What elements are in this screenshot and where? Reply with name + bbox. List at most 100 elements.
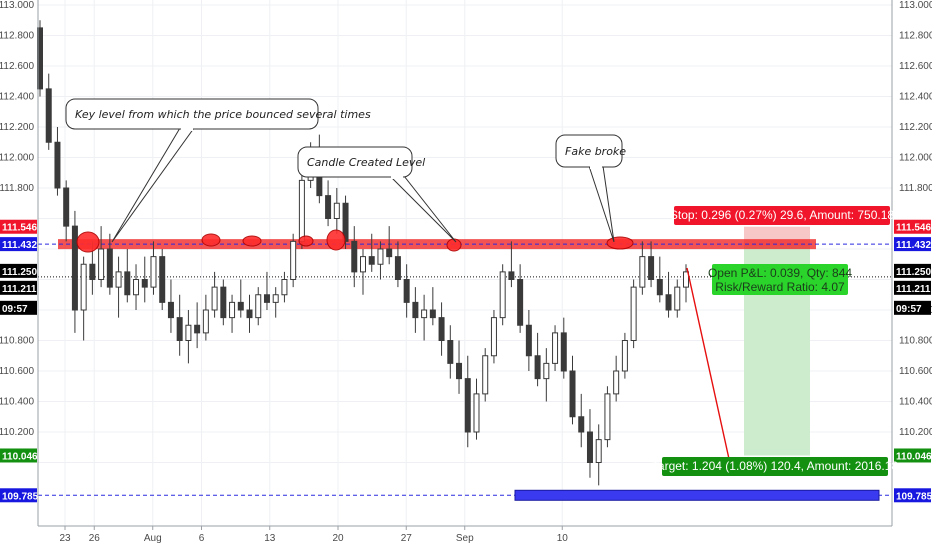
candle — [194, 302, 201, 349]
candle-body — [386, 248, 393, 258]
x-tick-label: 20 — [332, 533, 344, 544]
fake-broke-callout-seam — [590, 165, 602, 169]
y-tick-right: 112.600 — [899, 61, 932, 72]
candle-body — [211, 286, 218, 311]
key-level-price-tag-left-text: 111.432 — [2, 240, 37, 251]
support-price-tag-left: 109.785 — [0, 488, 39, 503]
candle-body — [342, 202, 349, 242]
y-tick-right: 112.400 — [899, 92, 932, 103]
candle — [246, 294, 253, 333]
countdown-tag-left: 09:57 — [0, 300, 37, 315]
candle-body — [255, 294, 262, 319]
target-price-tag-left-text: 110.046 — [2, 451, 38, 462]
candle — [648, 241, 655, 288]
candle-body — [621, 340, 628, 372]
candle — [490, 310, 497, 364]
candle-body — [360, 256, 366, 273]
candle-body — [665, 294, 672, 311]
target-info-box: Target: 1.204 (1.08%) 120.4, Amount: 201… — [652, 457, 898, 476]
candle-body — [80, 263, 87, 311]
target-info-box-bg — [662, 457, 888, 476]
candle-body — [499, 271, 506, 319]
current-price-tag-left-bg — [0, 280, 37, 295]
pnl-info-box-line: Open P&L: 0.039, Qty: 844 — [708, 266, 852, 280]
candle-body — [237, 301, 244, 311]
y-tick-right: 113.000 — [899, 0, 932, 11]
candle — [534, 332, 541, 387]
candle — [185, 310, 192, 364]
candle-body — [202, 309, 209, 334]
candle — [674, 279, 681, 318]
bounce-marker — [242, 235, 262, 247]
candle-body — [438, 317, 445, 341]
candle-body — [263, 294, 270, 303]
candle-body — [517, 279, 524, 326]
bounce-marker — [76, 231, 100, 253]
candle-body — [141, 279, 148, 288]
candle-body — [333, 202, 340, 219]
countdown-tag-left-bg — [0, 300, 37, 315]
y-tick-right: 110.200 — [899, 427, 932, 438]
candle — [211, 271, 218, 318]
bounce-marker — [326, 229, 346, 251]
target-price-tag-right-text: 110.046 — [896, 451, 932, 462]
candle — [220, 279, 227, 326]
candle — [98, 226, 105, 288]
candle-level-callout-seam — [391, 175, 403, 179]
stop-price-tag-left-text: 111.546 — [2, 223, 37, 234]
target-info-box-line: Target: 1.204 (1.08%) 120.4, Amount: 201… — [652, 459, 898, 473]
candle-body — [71, 225, 78, 311]
y-tick-left: 110.600 — [0, 366, 34, 377]
candle — [325, 180, 332, 227]
candle-body — [150, 256, 157, 288]
candle-body — [604, 393, 611, 441]
candle — [63, 180, 70, 242]
candle — [456, 340, 463, 394]
key-level-callout: Key level from which the price bounced s… — [65, 98, 371, 243]
candle-body — [115, 271, 122, 288]
candle-body — [351, 240, 358, 273]
last-price-tag-right: 111.250 — [894, 263, 931, 278]
candle — [54, 127, 61, 196]
bounce-marker — [201, 233, 221, 247]
candle-body — [613, 370, 620, 395]
x-tick-label: Aug — [144, 533, 162, 544]
support-price-tag-right: 109.785 — [894, 488, 932, 503]
countdown-tag-right-text: 09:57 — [896, 304, 922, 315]
stop-info-box: Stop: 0.296 (0.27%) 29.6, Amount: 750.18 — [670, 206, 894, 225]
candle — [351, 226, 358, 288]
candle-body — [54, 141, 61, 189]
candle — [604, 386, 611, 448]
candle — [333, 188, 340, 234]
candle-body — [429, 309, 436, 319]
last-price-tag-left-text: 111.250 — [2, 267, 37, 278]
x-tick-label: 26 — [89, 533, 101, 544]
candle — [569, 355, 576, 425]
fake-broke-callout-text: Fake broke — [565, 145, 626, 158]
x-tick-label: 6 — [199, 533, 205, 544]
stop-price-tag-right: 111.546 — [894, 219, 931, 234]
candle — [403, 264, 410, 318]
candle-body — [290, 240, 297, 280]
candle — [394, 241, 401, 288]
candle — [421, 294, 428, 341]
candle — [499, 264, 506, 326]
candle — [124, 249, 131, 303]
y-tick-right: 111.800 — [899, 183, 932, 194]
candle-body — [246, 309, 253, 319]
candle — [290, 233, 297, 288]
candle-body — [508, 271, 515, 280]
support-price-tag-right-text: 109.785 — [896, 491, 932, 502]
candle — [438, 302, 445, 356]
key-level-price-tag-left-bg — [0, 237, 37, 252]
y-tick-left: 113.000 — [0, 0, 34, 11]
candle-body — [552, 332, 559, 364]
candle — [482, 348, 489, 402]
candle-body — [683, 271, 689, 288]
y-tick-right: 110.400 — [899, 397, 932, 408]
candle-body — [377, 248, 384, 265]
y-tick-left: 112.200 — [0, 122, 34, 133]
candle — [543, 348, 550, 402]
bounce-marker — [446, 238, 462, 252]
